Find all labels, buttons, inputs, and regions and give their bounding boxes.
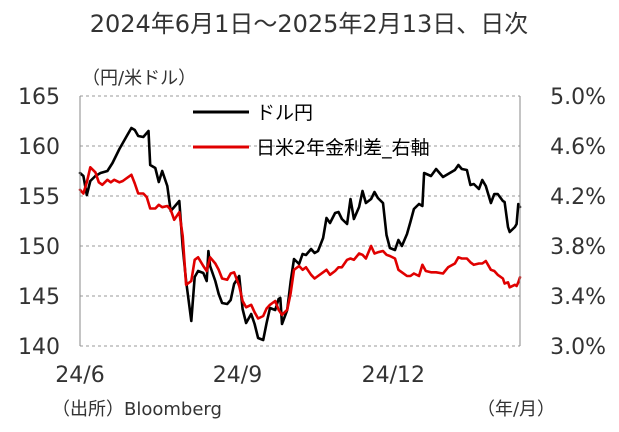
y-right-tick-label: 4.6% xyxy=(550,135,606,160)
left-axis-unit: （円/米ドル） xyxy=(82,68,196,89)
y-left-tick-label: 150 xyxy=(18,235,60,260)
y-left-tick-label: 165 xyxy=(18,85,60,110)
y-right-tick-label: 3.8% xyxy=(550,235,606,260)
y-right-tick-label: 3.0% xyxy=(550,335,606,360)
y-right-tick-label: 4.2% xyxy=(550,185,606,210)
legend: ドル円 日米2年金利差_右軸 xyxy=(193,102,430,159)
y-left-tick-label: 140 xyxy=(18,335,60,360)
series-lines xyxy=(78,126,522,342)
chart-title: 2024年6月1日～2025年2月13日、日次 xyxy=(90,10,529,38)
y-right-tick-label: 3.4% xyxy=(550,285,606,310)
y-left-tick-label: 160 xyxy=(18,135,60,160)
axes: 140 145 150 155 160 165 3.0% 3.4% 3.8% 4.2% 4.6% 5.… xyxy=(18,85,606,388)
x-tick-label: 24/12 xyxy=(362,363,425,388)
y-left-tick-label: 155 xyxy=(18,185,60,210)
x-tick-label: 24/6 xyxy=(55,363,104,388)
legend-label-usdjpy: ドル円 xyxy=(256,102,313,124)
y-left-tick-label: 145 xyxy=(18,285,60,310)
series-line-usdjpy xyxy=(78,126,522,342)
grid-lines xyxy=(80,95,520,347)
legend-label-rate-diff: 日米2年金利差_右軸 xyxy=(256,137,430,159)
x-tick-label: 24/9 xyxy=(213,363,262,388)
x-axis-unit: （年/月） xyxy=(477,399,555,420)
y-right-tick-label: 5.0% xyxy=(550,85,606,110)
source-note: （出所）Bloomberg xyxy=(52,399,222,420)
series-line-rate-diff xyxy=(78,166,522,320)
